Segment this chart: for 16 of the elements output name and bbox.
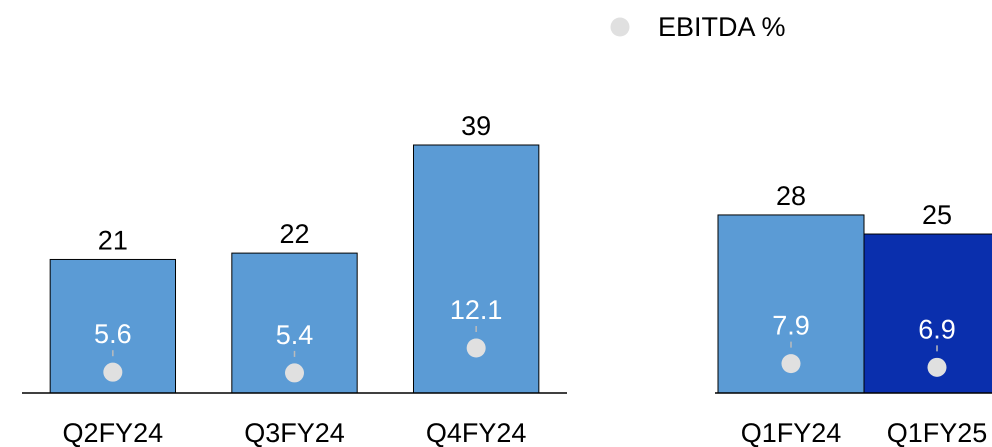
data-label: 5.4 [276, 320, 314, 350]
data-label: 25 [922, 200, 952, 230]
data-label: 6.9 [918, 314, 956, 344]
x-tick-label: Q1FY25 [886, 418, 988, 447]
data-label: 28 [776, 180, 806, 211]
data-label: 21 [98, 225, 128, 256]
data-label: 7.9 [772, 310, 810, 341]
data-label: 39 [461, 111, 492, 141]
x-tick-label: Q1FY24 [740, 418, 842, 447]
legend-label: EBITDA % [658, 12, 786, 42]
x-tick-label: Q3FY24 [244, 418, 345, 447]
data-label: 5.6 [94, 319, 132, 350]
x-tick-label: Q4FY24 [426, 418, 526, 447]
x-tick-label: Q2FY24 [62, 418, 164, 447]
data-label: 22 [279, 219, 310, 250]
data-label: 12.1 [450, 295, 502, 325]
